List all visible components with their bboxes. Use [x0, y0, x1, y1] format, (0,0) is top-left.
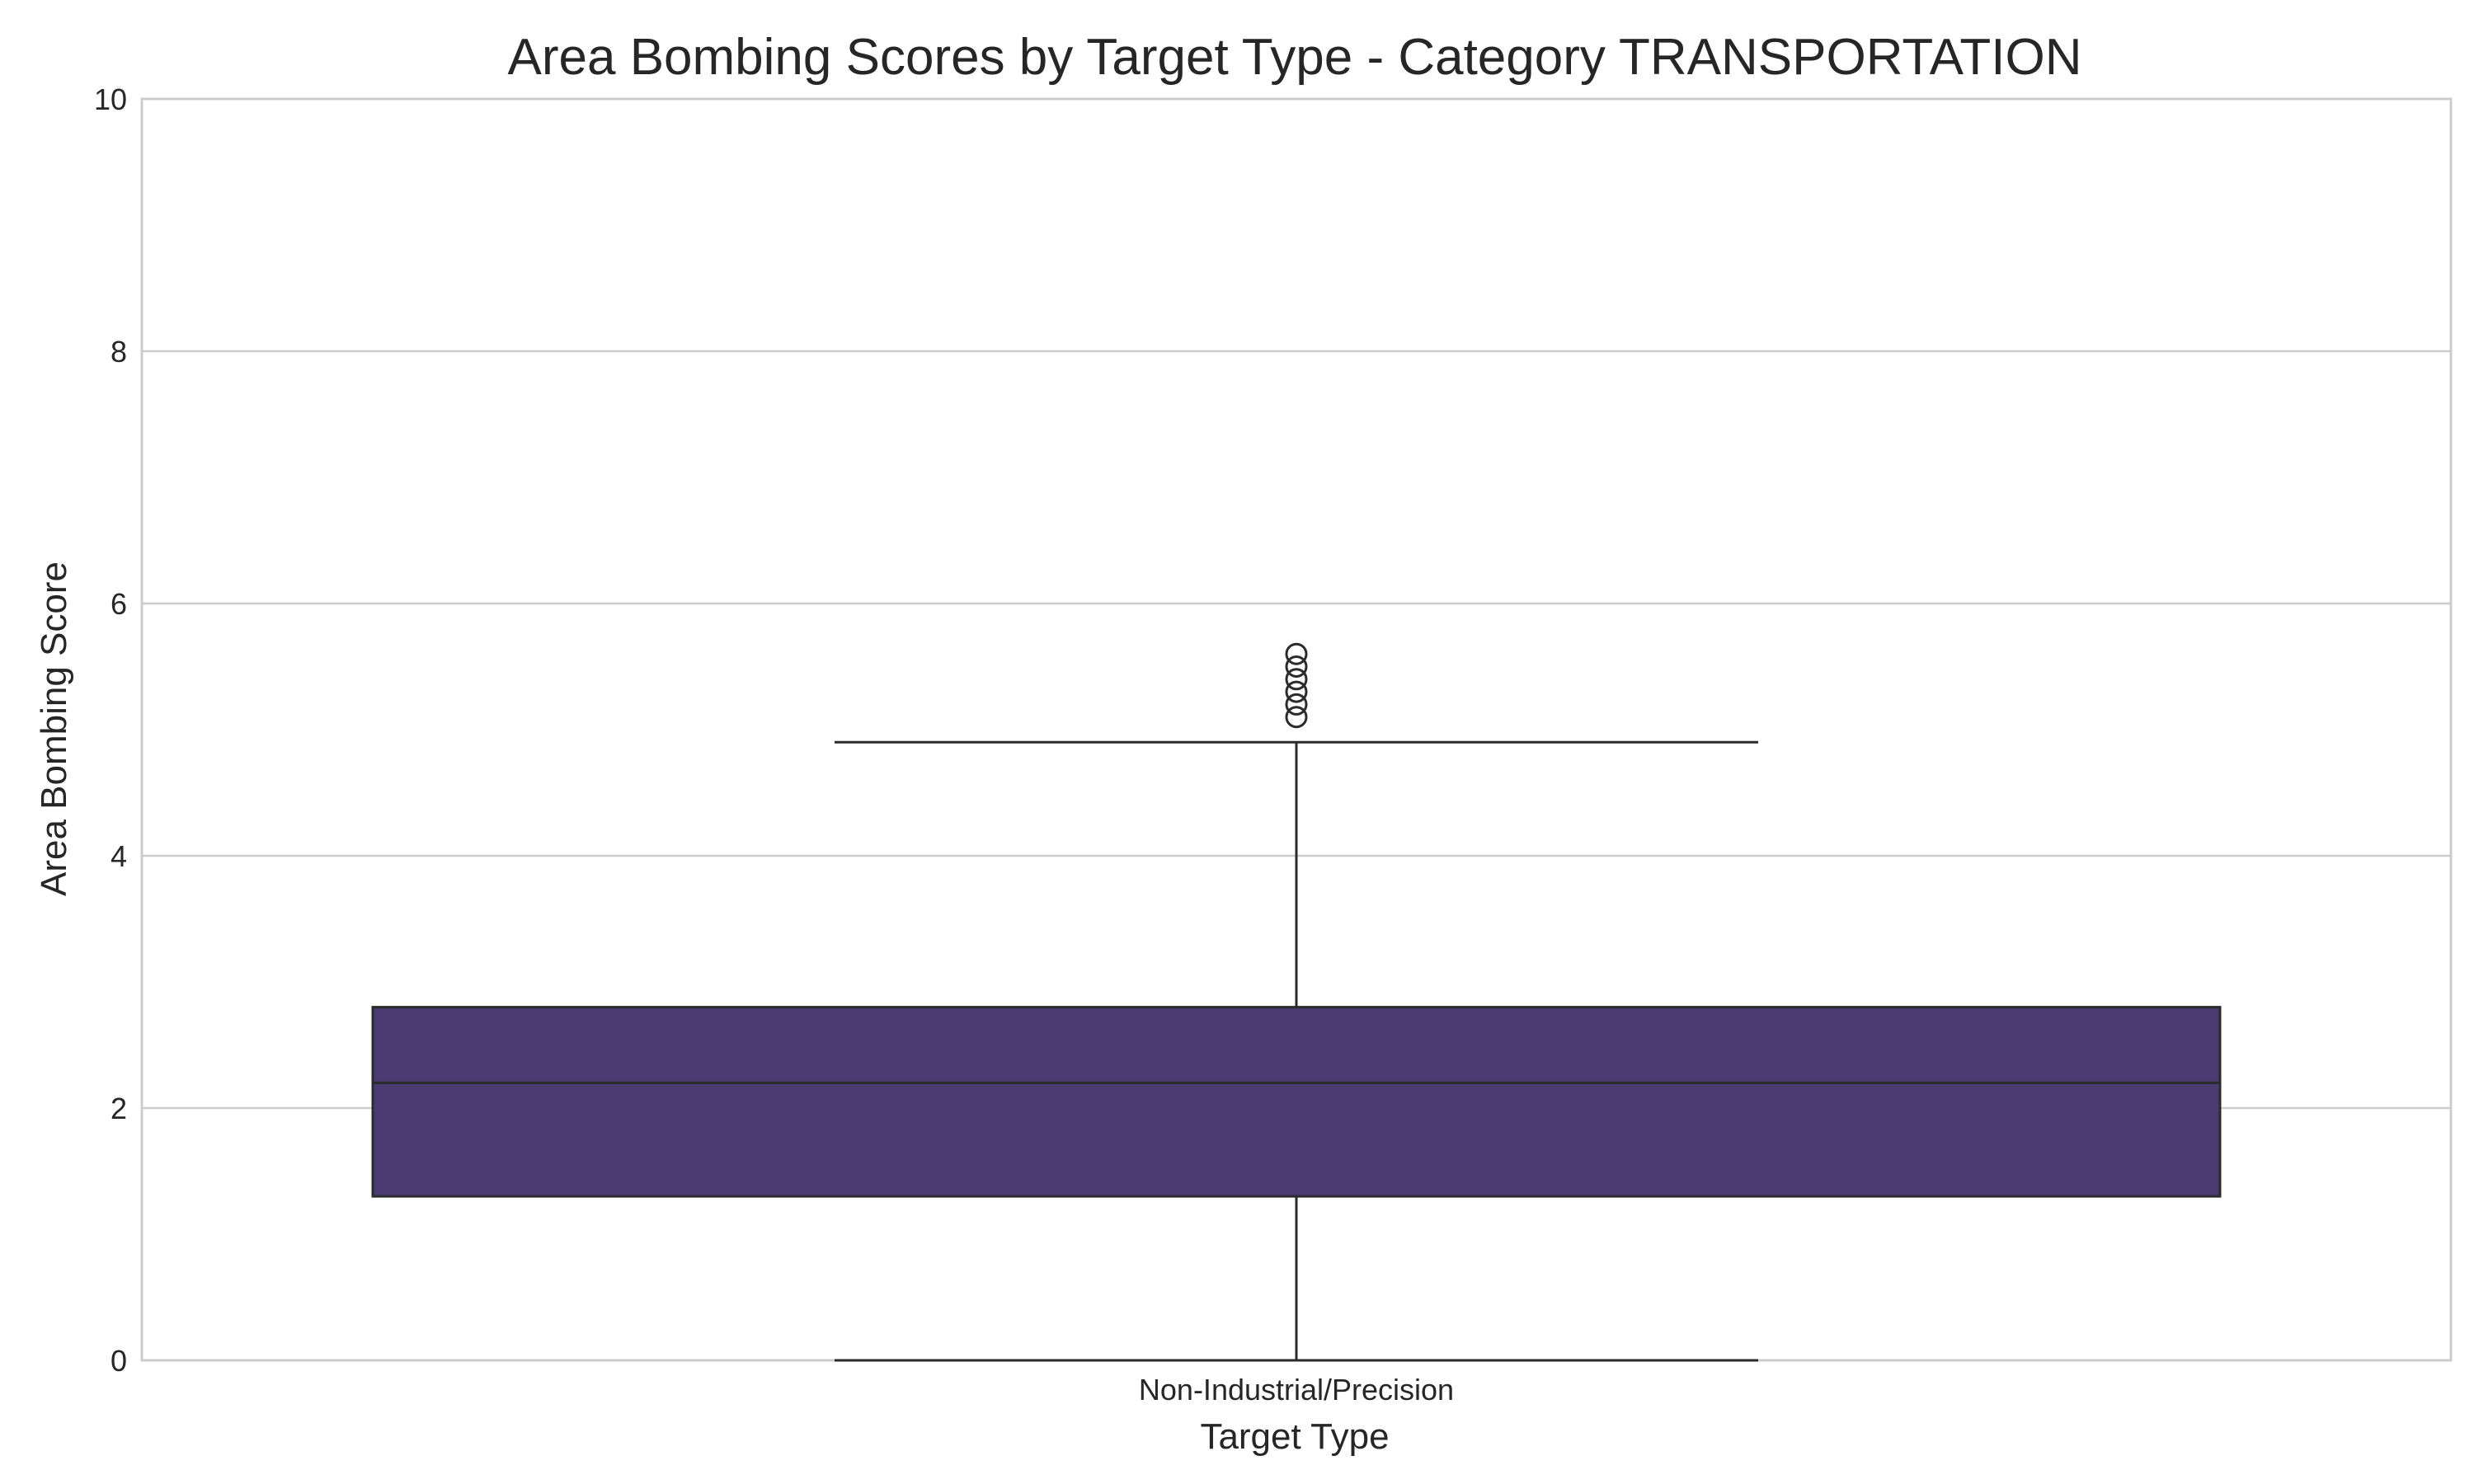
chart-title: Area Bombing Scores by Target Type - Cat… — [508, 29, 2082, 86]
y-tick-label: 6 — [111, 587, 127, 621]
x-tick-label: Non-Industrial/Precision — [1139, 1373, 1454, 1407]
y-tick-label: 4 — [111, 839, 127, 873]
y-tick-label: 8 — [111, 335, 127, 369]
y-tick-label: 2 — [111, 1092, 127, 1125]
outlier-point — [1285, 668, 1308, 691]
outlier-point — [1285, 706, 1308, 729]
y-axis-label: Area Bombing Score — [34, 561, 74, 896]
x-axis-ticks: Non-Industrial/Precision — [1139, 1373, 1454, 1407]
outlier-point — [1285, 655, 1308, 678]
outlier-point — [1285, 642, 1308, 665]
outlier-point — [1285, 680, 1308, 703]
x-axis-label: Target Type — [1200, 1416, 1389, 1457]
box-group — [371, 642, 2222, 1362]
outlier-point — [1285, 693, 1308, 716]
y-tick-label: 10 — [94, 82, 127, 116]
iqr-box — [371, 1006, 2222, 1198]
y-axis-ticks: 0 2 4 6 8 10 — [94, 82, 127, 1378]
boxes — [371, 642, 2222, 1362]
y-tick-label: 0 — [111, 1344, 127, 1378]
